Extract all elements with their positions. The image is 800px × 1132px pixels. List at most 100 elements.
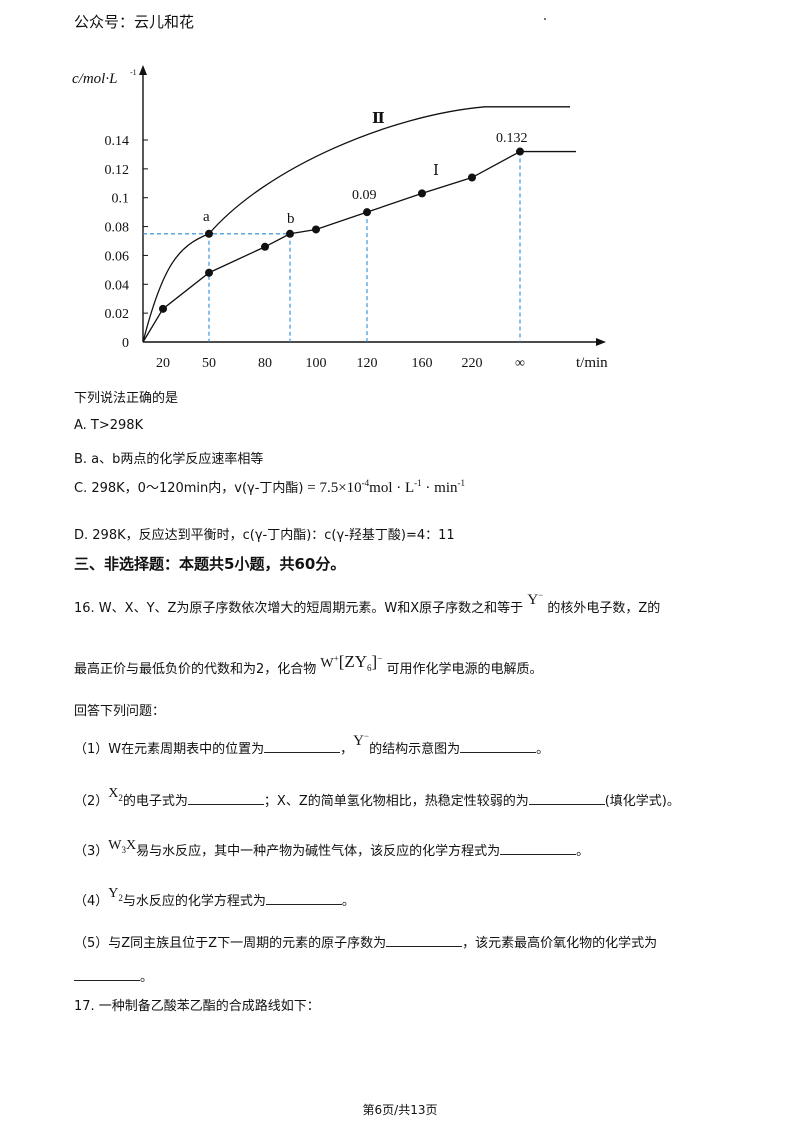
c-math-exp: -4 [361,478,370,488]
q16-part4: （4）Y2与水反应的化学方程式为。 [74,886,355,909]
data-point [205,268,213,277]
data-point [312,225,320,234]
q16-p4-text-b: 与水反应的化学方程式为 [122,894,266,909]
c-math-value: = 7.5×10 [307,480,362,496]
y-tick-label: 0.08 [105,221,130,236]
q16-ion-y: Y− [527,590,544,608]
answer-blank[interactable] [74,980,140,981]
y-tick-label: 0.04 [105,278,130,293]
q15-option-c-math: = 7.5×10-4mol · L-1 · min-1 [304,478,466,496]
x-tick-label: ∞ [515,356,525,371]
q16-p2-text-b: 的电子式为 [122,794,188,809]
answer-blank[interactable] [265,904,342,905]
y-axis-label: c/mol·L [72,71,117,87]
answer-blank[interactable] [187,804,264,805]
page-number: 第6页/共13页 [362,1103,438,1117]
q16-part3: （3）W3X易与水反应，其中一种产物为碱性气体，该反应的化学方程式为。 [74,838,590,859]
q16-answer-prompt: 回答下列问题： [74,704,166,719]
x-tick-label: 20 [156,356,170,371]
q17-text: 17. 一种制备乙酸苯乙酯的合成路线如下： [74,999,320,1014]
x-axis-label: t/min [576,355,608,371]
series-II-line [142,106,570,343]
q16-line1: 16. W、X、Y、Z为原子序数依次增大的短周期元素。W和X原子序数之和等于 Y… [74,590,661,617]
answer-blank[interactable] [386,946,463,947]
y-tick-label: 0.02 [105,307,130,322]
y-axis-arrow [139,65,147,75]
q16-p1-text-b: 的结构示意图为 [369,742,461,757]
data-point [516,147,524,156]
q15-option-c: C. 298K，0～120min内，v(γ-丁内酯) = 7.5×10-4mol… [74,477,465,497]
point-b-label: b [287,211,295,227]
y-tick-label: 0.1 [112,192,130,207]
q16-p2-text-d: (填化学式)。 [604,794,680,809]
data-point [418,189,426,198]
series-I-label: Ⅰ [433,163,439,179]
q16-compound: W+[ZY6]− [320,652,383,673]
data-point [261,242,269,251]
q16-p2-x2: X2 [108,786,123,803]
c-math-unit-exp: -1 [414,478,422,488]
q16-p3-label: （3） [74,844,109,859]
x-tick-label: 220 [462,356,483,371]
q16-line1-text-b: 的核外电子数，Z的 [547,601,661,616]
q16-p4-y2: Y2 [108,886,123,903]
y-tick-label: 0.06 [105,249,130,264]
answer-blank[interactable] [500,854,577,855]
dashed-guides [143,151,521,342]
q16-p1-ion-y: Y− [353,731,370,749]
x-tick-label: 80 [258,356,272,371]
q16-p2-label: （2） [74,794,109,809]
account-header: 公众号：云儿和花 [74,13,195,31]
data-point [363,208,371,217]
chart-axes [139,65,606,346]
y-axis-label-exponent: -1 [130,68,137,77]
series-I-points [159,147,524,313]
y-tick-label: 0.14 [105,134,130,149]
value-label-0-09: 0.09 [352,188,377,203]
data-point [159,304,167,313]
q16-p3-w3x: W3X [108,838,137,855]
q16-part5: （5）与Z同主族且位于Z下一周期的元素的原子序数为 ，该元素最高价氧化物的化学式为 [74,932,657,951]
q16-p3-text-b: 易与水反应，其中一种产物为碱性气体，该反应的化学方程式为 [136,844,501,859]
x-tick-label: 50 [202,356,216,371]
answer-blank[interactable] [264,752,341,753]
q16-part2: （2）X2的电子式为 ；X、Z的简单氢化物相比，热稳定性较弱的为 (填化学式)。 [74,786,680,811]
y-tick-label: 0 [122,336,129,351]
answer-blank[interactable] [528,804,605,805]
data-point [468,173,476,182]
q16-part1: （1）W在元素周期表中的位置为 ，Y−的结构示意图为。 [74,731,550,757]
q15-option-b: B. a、b两点的化学反应速率相等 [74,452,264,467]
point-a-label: a [203,209,210,225]
q16-p5-text-b: ，该元素最高价氧化物的化学式为 [462,936,658,951]
q16-p5-text-a: （5）与Z同主族且位于Z下一周期的元素的原子序数为 [74,936,387,951]
q15-option-a: A. T>298K [74,418,144,433]
data-point [286,229,294,238]
q16-p2-text-c: ；X、Z的简单氢化物相比，热稳定性较弱的为 [263,794,529,809]
q16-line1-text-a: 16. W、X、Y、Z为原子序数依次增大的短周期元素。W和X原子序数之和等于 [74,601,524,616]
answer-blank[interactable] [460,752,537,753]
series-I-line [142,150,521,343]
data-point-a [205,229,213,238]
section-title: 三、非选择题：本题共5小题，共60分。 [74,555,346,573]
q16-line2: 最高正价与最低负价的代数和为2，化合物 W+[ZY6]− 可用作化学电源的电解质… [74,652,543,679]
tick-labels: 0 0.02 0.04 0.06 0.08 0.1 0.12 0.14 20 50 80 100 120… [105,134,526,371]
q16-line2-text-a: 最高正价与最低负价的代数和为2，化合物 [74,662,317,677]
c-math-unit: mol · L [369,480,415,496]
series-II-label: Ⅱ [372,111,385,127]
y-tick-label: 0.12 [105,163,130,178]
scan-speck [544,18,546,20]
c-math-unit2: · min [421,480,458,496]
x-tick-label: 160 [412,356,433,371]
x-axis-arrow [596,338,606,346]
q16-line2-text-b: 可用作化学电源的电解质。 [386,662,543,677]
q15-option-c-text: C. 298K，0～120min内，v(γ-丁内酯) [74,481,304,496]
value-label-0-132: 0.132 [496,131,528,146]
c-math-unit2-exp: -1 [457,478,466,488]
q16-p4-label: （4） [74,894,109,909]
concentration-time-chart: 0 0.02 0.04 0.06 0.08 0.1 0.12 0.14 20 50 80 100 120… [72,65,608,371]
x-tick-label: 120 [357,356,378,371]
chart-curves [142,106,576,343]
q16-part5-cont: 。 [74,966,153,985]
q16-p1-text-a: （1）W在元素周期表中的位置为 [74,742,265,757]
q15-prompt: 下列说法正确的是 [74,391,179,406]
